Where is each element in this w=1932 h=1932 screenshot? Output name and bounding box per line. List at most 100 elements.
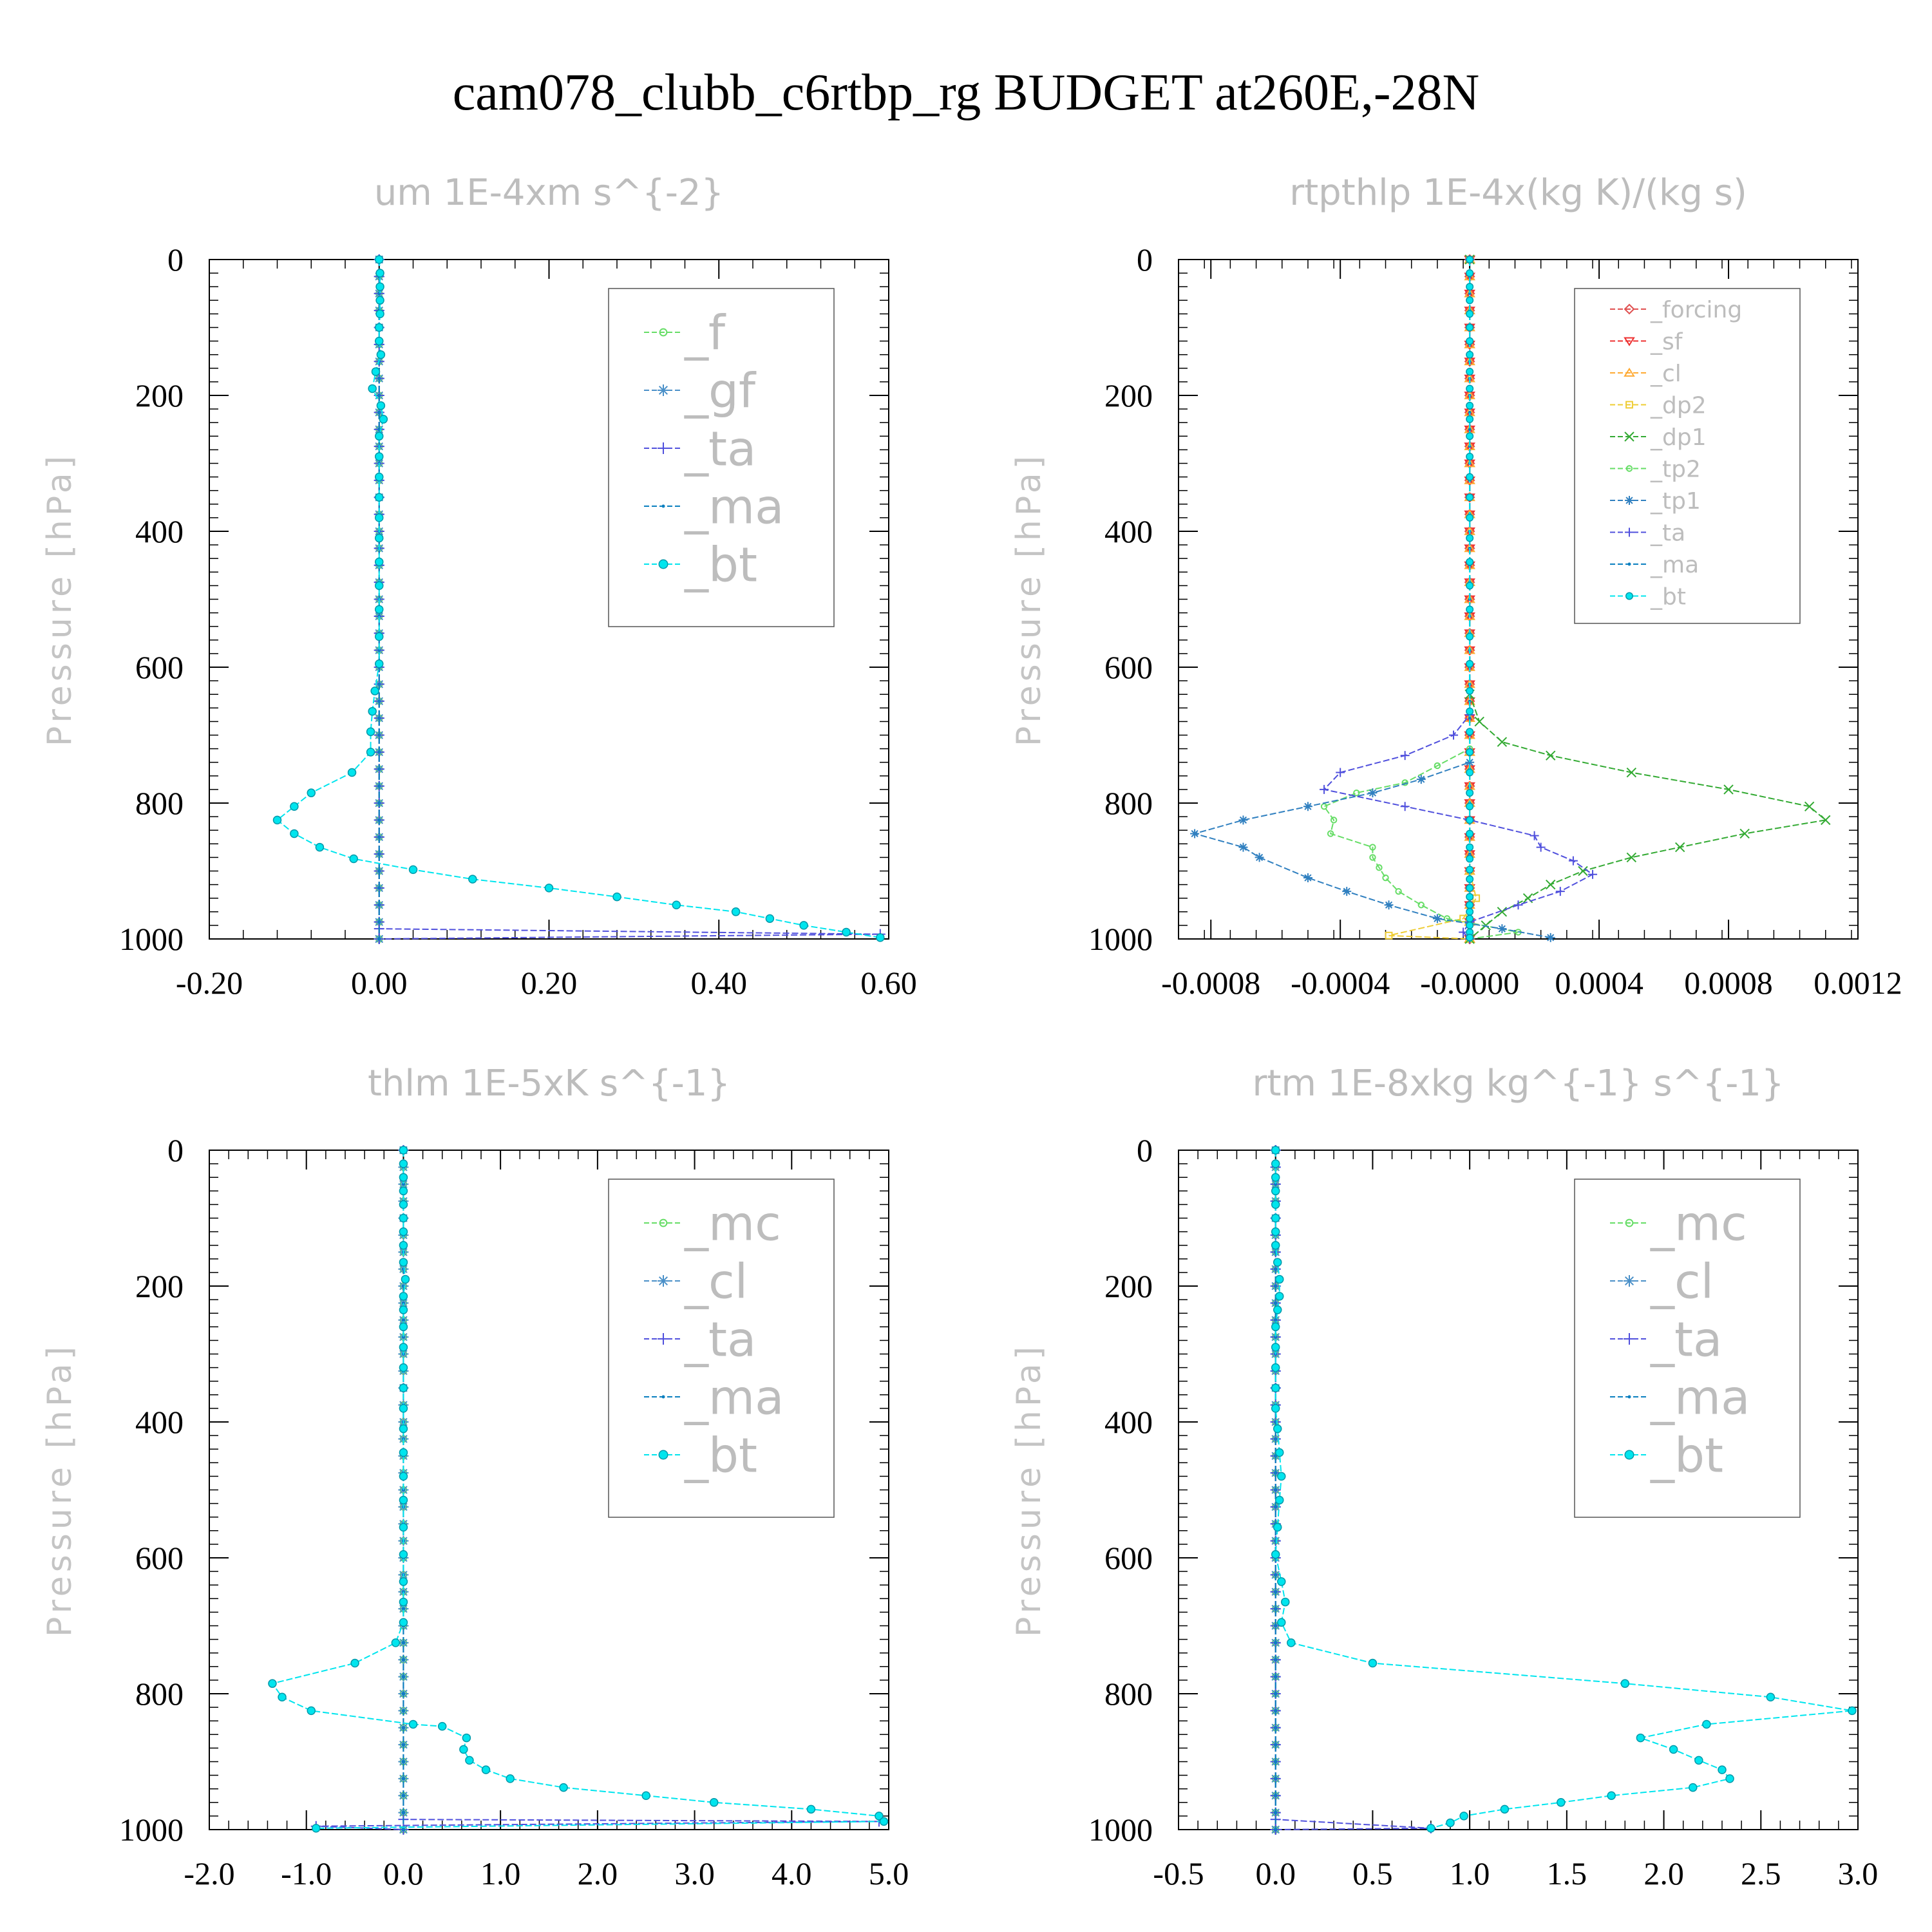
y-tick-label: 400 — [1104, 1404, 1153, 1440]
data-point — [377, 784, 381, 788]
data-point — [399, 1577, 408, 1586]
series-line — [1274, 1150, 1431, 1830]
data-point — [1674, 842, 1685, 853]
series-bt — [272, 255, 885, 942]
data-point — [1271, 1213, 1280, 1223]
data-point — [1271, 1227, 1280, 1236]
data-point — [1274, 1284, 1278, 1288]
data-point — [375, 605, 384, 614]
data-point — [399, 1597, 408, 1607]
series-bt — [1466, 256, 1474, 942]
data-point — [375, 533, 384, 543]
data-point — [506, 1774, 515, 1783]
data-point — [1274, 1590, 1278, 1594]
data-point — [1459, 1812, 1468, 1821]
data-point — [377, 852, 381, 856]
data-point — [876, 933, 885, 942]
data-point — [1274, 1607, 1278, 1611]
data-point — [1821, 815, 1831, 826]
y-tick-label: 0 — [167, 1132, 184, 1168]
data-point — [1466, 401, 1474, 410]
data-point — [1694, 1756, 1703, 1765]
data-point — [641, 1791, 650, 1800]
data-point — [377, 750, 381, 754]
data-point — [399, 1343, 408, 1352]
data-point — [399, 1258, 408, 1267]
x-tick-label: -2.0 — [184, 1855, 234, 1891]
data-point — [350, 1658, 359, 1668]
data-point — [368, 384, 377, 393]
data-point — [468, 875, 477, 884]
data-point — [658, 384, 669, 396]
legend-label: _bt — [684, 1428, 757, 1484]
legend-label: _tp1 — [1650, 488, 1701, 515]
data-point — [1273, 1424, 1282, 1434]
data-point — [1271, 1404, 1280, 1413]
data-point — [377, 377, 381, 381]
data-point — [1466, 933, 1474, 942]
y-tick-label: 400 — [135, 1404, 184, 1440]
data-point — [377, 428, 381, 431]
data-point — [1466, 384, 1474, 393]
data-point — [1466, 632, 1474, 641]
data-point — [1466, 337, 1474, 345]
data-point — [1274, 1335, 1278, 1339]
data-point — [401, 1182, 405, 1186]
data-point — [1416, 775, 1426, 784]
x-tick-label: -0.5 — [1153, 1855, 1204, 1891]
data-point — [401, 1641, 405, 1645]
data-point — [1400, 802, 1410, 811]
data-point — [1271, 1200, 1280, 1209]
data-point — [1625, 527, 1634, 537]
data-point — [1607, 1791, 1616, 1800]
legend-box — [608, 288, 835, 627]
data-point — [399, 1186, 408, 1196]
data-point — [375, 296, 384, 305]
data-point — [1271, 1159, 1280, 1168]
data-point — [1568, 856, 1578, 866]
data-point — [1466, 901, 1474, 909]
data-point — [1449, 730, 1459, 740]
data-point — [399, 1448, 408, 1457]
data-point — [1274, 1709, 1278, 1712]
data-point — [1466, 875, 1474, 884]
data-point — [401, 1794, 405, 1797]
data-point — [1466, 687, 1474, 695]
data-point — [1320, 803, 1328, 810]
legend-box — [1574, 288, 1801, 624]
data-point — [399, 1227, 408, 1236]
series-line — [1388, 260, 1477, 940]
y-tick-label: 400 — [1104, 513, 1153, 549]
data-point — [1274, 1743, 1278, 1747]
data-point — [1274, 1641, 1278, 1645]
data-point — [1555, 887, 1565, 896]
data-point — [349, 854, 358, 864]
panel-title: rtpthlp 1E-4x(kg K)/(kg s) — [1289, 172, 1747, 214]
data-point — [1466, 816, 1474, 824]
legend-label: _ta — [684, 1312, 756, 1368]
chart-panel-1: um 1E-4xm s^{-2} Pressure [hPa] 0 200 400 600… — [41, 172, 917, 1001]
data-point — [1330, 817, 1338, 824]
data-point — [1466, 768, 1474, 777]
data-point — [1497, 924, 1507, 934]
y-tick-label: 800 — [135, 785, 184, 821]
series-line — [276, 259, 880, 938]
data-point — [377, 937, 381, 941]
x-tick-label: 0.0012 — [1814, 965, 1902, 1001]
data-point — [399, 1240, 408, 1250]
series-bt — [1271, 1146, 1857, 1833]
legend-label: _ma — [684, 1370, 784, 1426]
data-point — [1466, 855, 1474, 863]
y-tick-label: 0 — [167, 242, 184, 278]
data-point — [1468, 444, 1472, 448]
data-point — [1273, 1522, 1282, 1532]
data-point — [1395, 887, 1402, 895]
data-point — [401, 1692, 405, 1696]
legend-label: _bt — [1650, 583, 1686, 610]
data-point — [377, 649, 381, 652]
data-point — [375, 472, 384, 482]
panel-title: um 1E-4xm s^{-2} — [374, 172, 724, 214]
data-point — [399, 1322, 408, 1332]
data-point — [1466, 884, 1474, 892]
x-tick-label: 1.0 — [480, 1855, 521, 1891]
